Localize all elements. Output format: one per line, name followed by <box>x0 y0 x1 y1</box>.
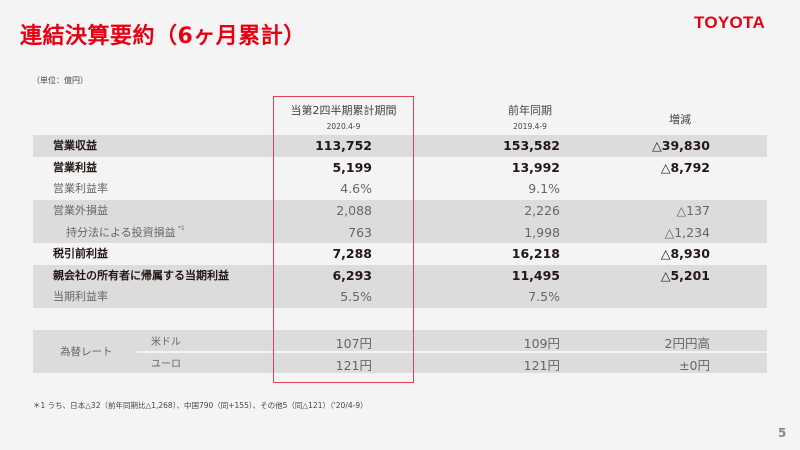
current-value: 2,088 <box>336 203 372 218</box>
column-label: 前年同期 <box>508 104 552 117</box>
fx-eur-change: ±0円 <box>679 358 710 373</box>
fx-eur-current: 121円 <box>335 358 372 373</box>
current-value: 113,752 <box>315 138 372 153</box>
column-header-previous: 前年同期 2019.4-9 <box>480 102 580 131</box>
page-title: 連結決算要約（6ヶ月累計） <box>20 24 306 49</box>
previous-value: 7.5% <box>528 289 560 304</box>
table-row: 営業収益 113,752 153,582 △39,830 <box>33 135 767 157</box>
table-row: 営業利益 5,199 13,992 △8,792 <box>33 157 767 179</box>
current-value: 5.5% <box>340 289 372 304</box>
row-label: 営業利益率 <box>53 182 108 195</box>
change-value: △5,201 <box>660 267 710 283</box>
fx-currency-eur: ユーロ <box>151 359 181 370</box>
row-label: 持分法による投資損益 <box>66 225 176 239</box>
table-row: 当期利益率 5.5% 7.5% <box>33 286 767 308</box>
fx-label: 為替レート <box>60 346 113 358</box>
unit-label: （単位：億円） <box>32 76 88 85</box>
current-value: 7,288 <box>332 246 372 261</box>
table-row: 持分法による投資損益 763 1,998 △1,234 *1 <box>33 221 767 243</box>
table-row: 親会社の所有者に帰属する当期利益 6,293 11,495 △5,201 <box>33 264 767 286</box>
current-period-highlight-box <box>273 96 414 383</box>
fx-currency-usd: 米ドル <box>151 337 181 348</box>
change-value: △1,234 <box>664 224 710 240</box>
fx-usd-change: 2円円高 <box>664 336 710 351</box>
footnote-mark: *1 <box>178 224 185 232</box>
column-label: 増減 <box>669 113 691 126</box>
change-value: △137 <box>676 203 710 218</box>
change-value: △39,830 <box>652 138 710 153</box>
fx-usd-previous: 109円 <box>523 336 560 351</box>
table-row: 税引前利益 7,288 16,218 △8,930 <box>33 243 767 265</box>
fx-usd-current: 107円 <box>335 336 372 351</box>
table-row: 営業外損益 2,088 2,226 △137 <box>33 200 767 222</box>
column-label: 当第2四半期累計期間 <box>290 104 397 117</box>
row-label: 親会社の所有者に帰属する当期利益 <box>53 268 229 282</box>
previous-value: 1,998 <box>524 224 560 240</box>
change-value: △8,930 <box>660 246 710 261</box>
fx-rate-block: 為替レート 米ドル 107円 109円 2円円高 ユーロ 121円 121円 ±… <box>33 330 767 373</box>
previous-value: 2,226 <box>524 203 560 218</box>
column-header-change: 増減 <box>640 111 720 127</box>
previous-value: 9.1% <box>528 181 560 196</box>
row-label: 営業利益 <box>53 161 97 174</box>
fx-divider <box>137 351 767 353</box>
table-row: 営業利益率 4.6% 9.1% <box>33 178 767 200</box>
previous-value: 16,218 <box>511 246 560 261</box>
column-period: 2019.4-9 <box>513 122 547 131</box>
fx-eur-previous: 121円 <box>523 358 560 373</box>
current-value: 5,199 <box>332 160 372 175</box>
toyota-logo: TOYOTA <box>694 13 766 32</box>
current-value: 763 <box>348 224 372 240</box>
row-label: 営業外損益 <box>53 204 108 217</box>
row-label: 営業収益 <box>53 139 97 152</box>
page-number: 5 <box>778 426 787 440</box>
column-header-current: 当第2四半期累計期間 2020.4-9 <box>273 102 414 131</box>
previous-value: 13,992 <box>511 160 560 175</box>
change-value: △8,792 <box>660 160 710 175</box>
current-value: 6,293 <box>332 267 372 283</box>
footnote: ＊1 うち、日本△32（前年同期比△1,268）、中国790（同+155）、その… <box>33 401 368 410</box>
row-label: 税引前利益 <box>53 247 108 260</box>
column-period: 2020.4-9 <box>326 122 361 131</box>
current-value: 4.6% <box>340 181 372 196</box>
previous-value: 11,495 <box>511 267 560 283</box>
previous-value: 153,582 <box>503 138 560 153</box>
row-label: 当期利益率 <box>53 290 108 303</box>
